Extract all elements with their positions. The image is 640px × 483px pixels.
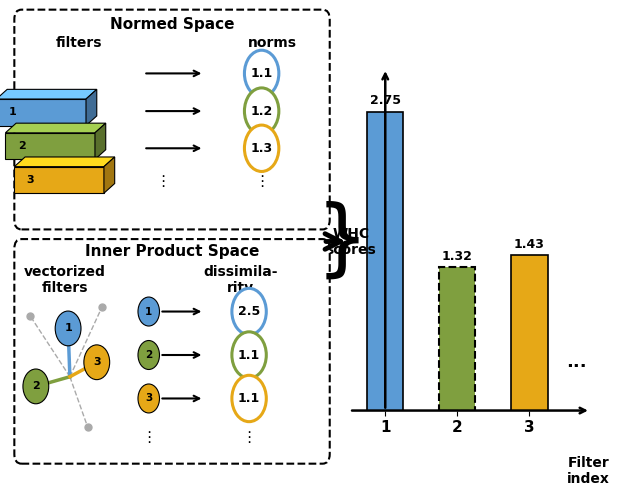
Text: 1.1: 1.1	[250, 67, 273, 80]
Text: 3: 3	[145, 394, 152, 403]
Text: 1: 1	[9, 107, 17, 117]
Text: ⋮: ⋮	[141, 429, 156, 445]
Text: Normed Space: Normed Space	[110, 17, 234, 32]
Text: ⋮: ⋮	[49, 172, 66, 190]
Text: vectorized
filters: vectorized filters	[24, 265, 106, 295]
Circle shape	[55, 311, 81, 346]
Text: 2: 2	[32, 382, 40, 391]
Polygon shape	[14, 167, 104, 193]
Text: 1.1: 1.1	[238, 392, 260, 405]
Text: 1.43: 1.43	[514, 238, 545, 251]
Text: 1.2: 1.2	[250, 105, 273, 117]
Circle shape	[23, 369, 49, 404]
Text: norms: norms	[248, 36, 297, 50]
Circle shape	[232, 288, 266, 335]
Text: 1: 1	[64, 324, 72, 333]
Text: 2.5: 2.5	[238, 305, 260, 318]
Polygon shape	[0, 99, 86, 126]
Text: 1.3: 1.3	[251, 142, 273, 155]
Text: ...: ...	[566, 353, 587, 370]
Polygon shape	[14, 157, 115, 167]
Polygon shape	[0, 89, 97, 99]
Text: 1.32: 1.32	[442, 250, 473, 263]
Polygon shape	[5, 123, 106, 133]
Text: WHC
scores: WHC scores	[325, 227, 376, 257]
Text: Inner Product Space: Inner Product Space	[85, 244, 259, 259]
FancyBboxPatch shape	[14, 10, 330, 229]
Circle shape	[84, 345, 109, 380]
Text: ⋮: ⋮	[241, 429, 257, 445]
Polygon shape	[5, 133, 95, 159]
Text: 2: 2	[18, 141, 26, 151]
Text: 1: 1	[145, 307, 152, 316]
Text: 3: 3	[93, 357, 100, 367]
Bar	[511, 255, 547, 411]
Circle shape	[138, 297, 159, 326]
Polygon shape	[104, 157, 115, 193]
Text: dissimila-
rity: dissimila- rity	[203, 265, 277, 295]
Polygon shape	[95, 123, 106, 159]
Circle shape	[232, 375, 266, 422]
Bar	[439, 267, 476, 411]
Bar	[367, 112, 403, 411]
Circle shape	[138, 341, 159, 369]
Text: ⋮: ⋮	[156, 173, 171, 189]
Text: 2: 2	[145, 350, 152, 360]
Circle shape	[244, 125, 279, 171]
Text: filters: filters	[56, 36, 102, 50]
Text: Filter
index: Filter index	[567, 456, 610, 483]
Text: ⋮: ⋮	[254, 173, 269, 189]
Circle shape	[244, 50, 279, 97]
FancyBboxPatch shape	[14, 239, 330, 464]
Text: 1.1: 1.1	[238, 349, 260, 361]
Circle shape	[232, 332, 266, 378]
Text: 2.75: 2.75	[370, 94, 401, 107]
Text: 3: 3	[27, 175, 35, 185]
Circle shape	[138, 384, 159, 413]
Circle shape	[244, 88, 279, 134]
Text: }: }	[316, 201, 369, 282]
Polygon shape	[86, 89, 97, 126]
